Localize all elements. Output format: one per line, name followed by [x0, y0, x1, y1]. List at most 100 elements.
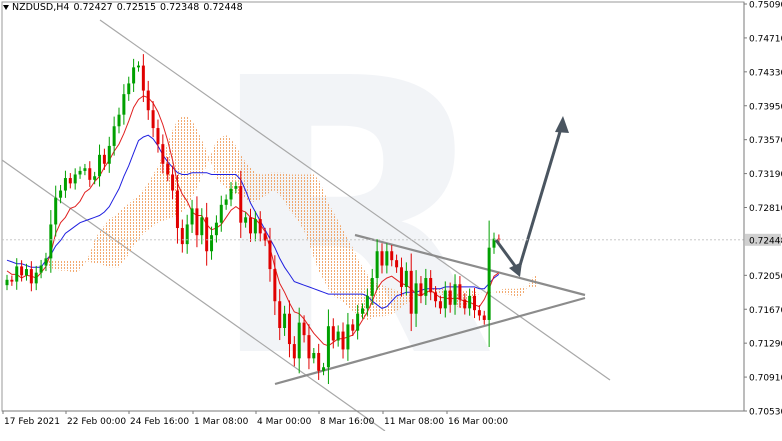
channel-lower-line [1, 159, 386, 431]
candle-body [78, 170, 82, 175]
candle-body [88, 168, 92, 180]
candle-body [346, 324, 350, 350]
candle-body [166, 163, 170, 175]
header-open: 0.72427 [73, 2, 113, 13]
forecast-arrow-down [494, 239, 520, 271]
candle-body [395, 260, 399, 268]
candle-body [59, 190, 63, 198]
header-low: 0.72348 [160, 2, 200, 13]
candle-body [132, 67, 136, 84]
triangle-lower-line [274, 296, 586, 386]
candle-body [385, 251, 389, 266]
candle-body [83, 168, 87, 171]
candle-body [419, 283, 423, 296]
candle-body [44, 258, 48, 266]
candle-body [482, 315, 486, 320]
candle-body [497, 238, 501, 240]
forecast-arrow-up [516, 124, 564, 273]
candle-body [244, 217, 248, 223]
candle-body [127, 83, 131, 95]
candle-body [365, 295, 369, 309]
candle-body [34, 272, 38, 284]
triangle-upper-line [354, 233, 586, 297]
candle-body [195, 208, 199, 236]
candle-body [15, 266, 19, 282]
candle-body [434, 292, 438, 302]
candle-body [429, 278, 433, 293]
candle-body [458, 284, 462, 300]
candle-body [317, 352, 321, 371]
channel-upper-line [99, 19, 611, 381]
candle-body [224, 199, 228, 205]
candle-body [273, 269, 277, 302]
candle-body [63, 178, 67, 191]
candle-body [151, 110, 155, 129]
candle-body [307, 335, 311, 359]
candle-body [487, 247, 491, 320]
candle-body [409, 270, 413, 314]
candle-body [161, 144, 165, 164]
candle-body [185, 224, 189, 245]
x-tick-label: 8 Mar 16:00 [320, 417, 375, 427]
candle-body [249, 217, 252, 234]
candle-body [117, 114, 121, 127]
candle-body [258, 219, 262, 234]
header-high: 0.72515 [116, 2, 157, 13]
header-close: 0.72448 [203, 2, 243, 13]
x-tick-label: 4 Mar 00:00 [257, 417, 312, 427]
candle-body [219, 204, 223, 223]
plot-frame [1, 1, 745, 412]
candle-body [297, 322, 301, 359]
candle-body [239, 186, 243, 223]
candle-body [73, 174, 77, 184]
candle-body [356, 313, 360, 331]
candle-body [190, 208, 194, 225]
candle-body [438, 301, 442, 309]
candle-body [312, 352, 316, 359]
candle-body [102, 154, 106, 164]
candle-body [302, 322, 306, 336]
candle-body [107, 145, 111, 164]
candle-body [171, 174, 175, 191]
candle-body [292, 344, 296, 359]
x-tick-label: 22 Feb 00:00 [67, 417, 126, 427]
candle-body [370, 278, 374, 296]
x-tick-label: 16 Mar 00:00 [448, 417, 508, 427]
candle-body [443, 290, 447, 309]
candle-body [205, 217, 209, 252]
candle-body [468, 295, 472, 309]
candle-body [24, 269, 28, 276]
candle-body [200, 217, 204, 236]
candle-body [399, 267, 403, 287]
forecast-arrowhead-up [555, 116, 569, 133]
candle-body [361, 308, 365, 314]
x-tick-label: 11 Mar 08:00 [384, 417, 444, 427]
candle-body [278, 301, 282, 328]
candle-body [375, 251, 379, 279]
candle-body [141, 65, 145, 91]
candle-body [268, 240, 272, 270]
current-price-label-bg [745, 233, 781, 246]
candle-body [156, 128, 160, 145]
candle-body [68, 178, 72, 184]
candle-body [477, 310, 481, 316]
candle-body [463, 299, 467, 309]
candle-body [453, 284, 457, 305]
candle-body [54, 197, 58, 225]
candle-body [424, 278, 428, 296]
candle-body [341, 331, 345, 350]
candle-body [229, 188, 233, 200]
candle-body [93, 176, 97, 180]
dropdown-triangle-icon[interactable] [3, 5, 9, 10]
price-chart[interactable]: R 0.750900.747100.743300.739500.735700.7… [0, 0, 782, 431]
candle-body [214, 222, 218, 236]
